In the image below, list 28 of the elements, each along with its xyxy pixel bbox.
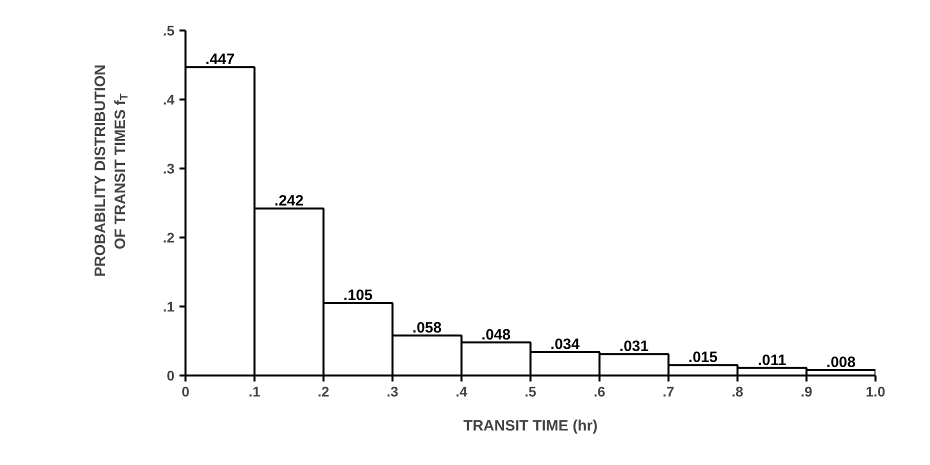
x-tick-label: .1: [248, 384, 261, 400]
y-tick-label: .5: [162, 22, 175, 38]
data-label: .031: [619, 338, 649, 356]
x-axis-title: TRANSIT TIME (hr): [463, 418, 598, 434]
data-label: .242: [274, 192, 304, 210]
y-tick-label: .4: [162, 92, 175, 108]
x-tick-label: .9: [800, 384, 813, 400]
x-tick-label: .4: [456, 384, 468, 400]
y-tick-label: .3: [162, 160, 175, 176]
data-label: .008: [826, 354, 856, 371]
x-tick-label: .8: [732, 384, 744, 400]
data-label: .048: [481, 326, 511, 344]
x-tick-label: .3: [386, 384, 399, 400]
x-tick-label: .7: [662, 384, 675, 400]
x-tick-label: .5: [524, 384, 537, 400]
y-tick-label: .1: [162, 298, 175, 314]
x-tick-label: 1.0: [866, 384, 886, 400]
x-tick-label: 0: [182, 384, 190, 400]
y-tick-label: .2: [162, 230, 175, 246]
data-label: .015: [688, 349, 718, 366]
x-tick-label: .6: [594, 384, 606, 400]
data-label: .011: [758, 352, 786, 369]
data-label: .058: [412, 319, 442, 336]
x-tick-label: .2: [318, 384, 330, 400]
data-label: .105: [343, 287, 373, 304]
data-label: .447: [205, 51, 235, 68]
data-label: .034: [550, 336, 580, 354]
y-tick-label: 0: [166, 368, 175, 384]
